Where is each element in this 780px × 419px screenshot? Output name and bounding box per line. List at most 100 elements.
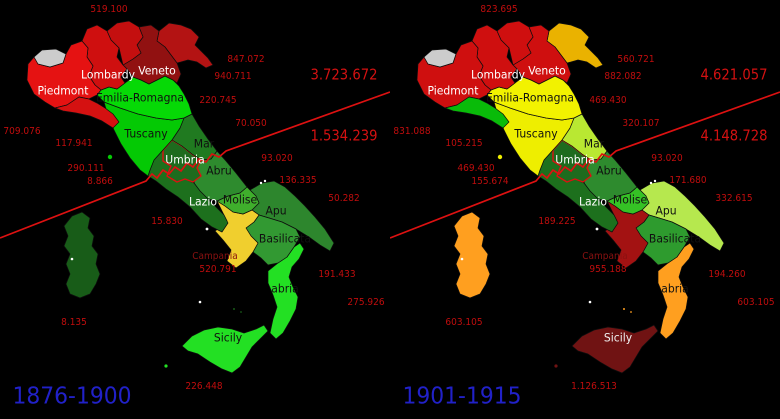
city-dot xyxy=(205,227,209,231)
region-label-lazio: Lazio xyxy=(579,194,607,209)
region-label-tuscany: Tuscany xyxy=(124,126,168,141)
region-label-umbria: Umbria xyxy=(555,152,595,167)
city-dot xyxy=(588,300,592,304)
region-value-calabria: 603.105 xyxy=(737,297,775,308)
total-above-line: 4.621.057 xyxy=(700,65,768,84)
region-value-basilicata: 194.260 xyxy=(708,269,746,280)
region-value-friuli: 847.072 xyxy=(227,54,265,65)
region-label-basilicata: Basilicata xyxy=(258,231,312,246)
city-dot xyxy=(70,257,74,261)
region-value-sicily: 1.126.513 xyxy=(571,381,617,392)
region-value-campania: 520.791 xyxy=(199,264,237,275)
region-label-abruzzo: Abru xyxy=(206,163,232,178)
region-value-lombardy: 519.100 xyxy=(90,4,128,15)
region-value-veneto: 940.711 xyxy=(214,71,252,82)
period-label: 1901-1915 xyxy=(402,383,522,410)
region-value-tuscany: 290.111 xyxy=(67,163,105,174)
north-south-divider-line xyxy=(0,91,390,239)
region-label-piedmont: Piedmont xyxy=(427,83,479,98)
region-value-calabria: 275.926 xyxy=(347,297,385,308)
city-dot xyxy=(263,179,267,183)
region-label-abruzzo: Abru xyxy=(596,163,622,178)
total-below-line: 4.148.728 xyxy=(700,126,768,145)
region-sicily xyxy=(181,324,269,374)
region-value-apulia: 332.615 xyxy=(715,193,753,204)
region-label-marche: Mar xyxy=(193,136,215,151)
region-label-marche: Mar xyxy=(583,136,605,151)
region-value-emilia: 220.745 xyxy=(199,95,237,106)
region-label-tuscany: Tuscany xyxy=(514,126,558,141)
island xyxy=(240,311,242,313)
region-liguria xyxy=(444,96,510,129)
total-below-line: 1.534.239 xyxy=(310,126,378,145)
island xyxy=(623,308,625,310)
island xyxy=(497,154,503,160)
region-value-sardinia: 8.135 xyxy=(61,317,87,328)
region-label-veneto: Veneto xyxy=(138,63,176,78)
region-calabria xyxy=(267,242,305,340)
region-label-campania: Campania xyxy=(582,251,628,262)
region-aosta xyxy=(33,48,67,68)
italy-choropleth-map xyxy=(0,20,390,374)
region-label-emilia: Emilia-Romagna xyxy=(95,90,185,105)
region-value-abruzzo: 93.020 xyxy=(261,153,293,164)
region-label-lombardy: Lombardy xyxy=(81,67,135,82)
region-label-lombardy: Lombardy xyxy=(471,67,525,82)
region-label-basilicata: Basilicata xyxy=(648,231,702,246)
region-value-liguria: 105.215 xyxy=(445,138,483,149)
city-dot xyxy=(198,300,202,304)
region-value-tuscany: 469.430 xyxy=(457,163,495,174)
region-label-molise: Molise xyxy=(222,192,258,207)
region-value-friuli: 560.721 xyxy=(617,54,655,65)
region-value-abruzzo: 93.020 xyxy=(651,153,683,164)
region-value-apulia: 50.282 xyxy=(328,193,360,204)
period-label: 1876-1900 xyxy=(12,383,132,410)
region-value-campania: 955.188 xyxy=(589,264,627,275)
region-value-sicily: 226.448 xyxy=(185,381,223,392)
map-panel-1876-1900: 519.100 847.072 940.711 220.745 70.050 709.07… xyxy=(0,4,390,410)
region-calabria xyxy=(657,242,695,340)
north-south-divider-line xyxy=(390,91,780,239)
region-label-sicily: Sicily xyxy=(213,330,243,345)
region-value-marche: 320.107 xyxy=(622,118,660,129)
map-panel-1901-1915: 823.695 560.721 882.082 469.430 320.107 831.0… xyxy=(390,0,780,419)
region-label-molise: Molise xyxy=(612,192,648,207)
region-value-veneto: 882.082 xyxy=(604,71,642,82)
region-sardinia xyxy=(453,211,491,299)
region-label-umbria: Umbria xyxy=(165,152,205,167)
island xyxy=(164,364,168,368)
region-label-calabria: abria xyxy=(271,281,299,296)
region-label-apulia: Apu xyxy=(655,203,677,218)
region-value-sardinia: 603.105 xyxy=(445,317,483,328)
city-dot xyxy=(460,257,464,261)
region-value-molise: 171.680 xyxy=(669,175,707,186)
region-value-piedmont: 709.076 xyxy=(3,126,41,137)
region-value-emilia: 469.430 xyxy=(589,95,627,106)
island xyxy=(630,311,632,313)
total-above-line: 3.723.672 xyxy=(310,65,378,84)
region-label-campania: Campania xyxy=(192,251,238,262)
region-label-piedmont: Piedmont xyxy=(37,83,89,98)
region-value-piedmont: 831.088 xyxy=(393,126,431,137)
city-dot xyxy=(649,181,653,185)
region-value-liguria: 117.941 xyxy=(55,138,93,149)
region-value-lazio: 189.225 xyxy=(538,216,576,227)
region-label-sicily: Sicily xyxy=(603,330,633,345)
region-value-umbria: 8.866 xyxy=(87,176,113,187)
region-label-apulia: Apu xyxy=(265,203,287,218)
region-aosta xyxy=(423,48,457,68)
region-label-veneto: Veneto xyxy=(528,63,566,78)
region-liguria xyxy=(54,96,120,129)
region-sardinia xyxy=(63,211,101,299)
region-value-umbria: 155.674 xyxy=(471,176,509,187)
city-dot xyxy=(653,179,657,183)
italy-choropleth-map xyxy=(390,20,780,374)
region-value-lazio: 15.830 xyxy=(151,216,183,227)
region-label-calabria: abria xyxy=(661,281,689,296)
region-value-marche: 70.050 xyxy=(235,118,267,129)
region-value-molise: 136.335 xyxy=(279,175,317,186)
region-sicily xyxy=(571,324,659,374)
region-value-basilicata: 191.433 xyxy=(318,269,356,280)
region-label-lazio: Lazio xyxy=(189,194,217,209)
city-dot xyxy=(259,181,263,185)
